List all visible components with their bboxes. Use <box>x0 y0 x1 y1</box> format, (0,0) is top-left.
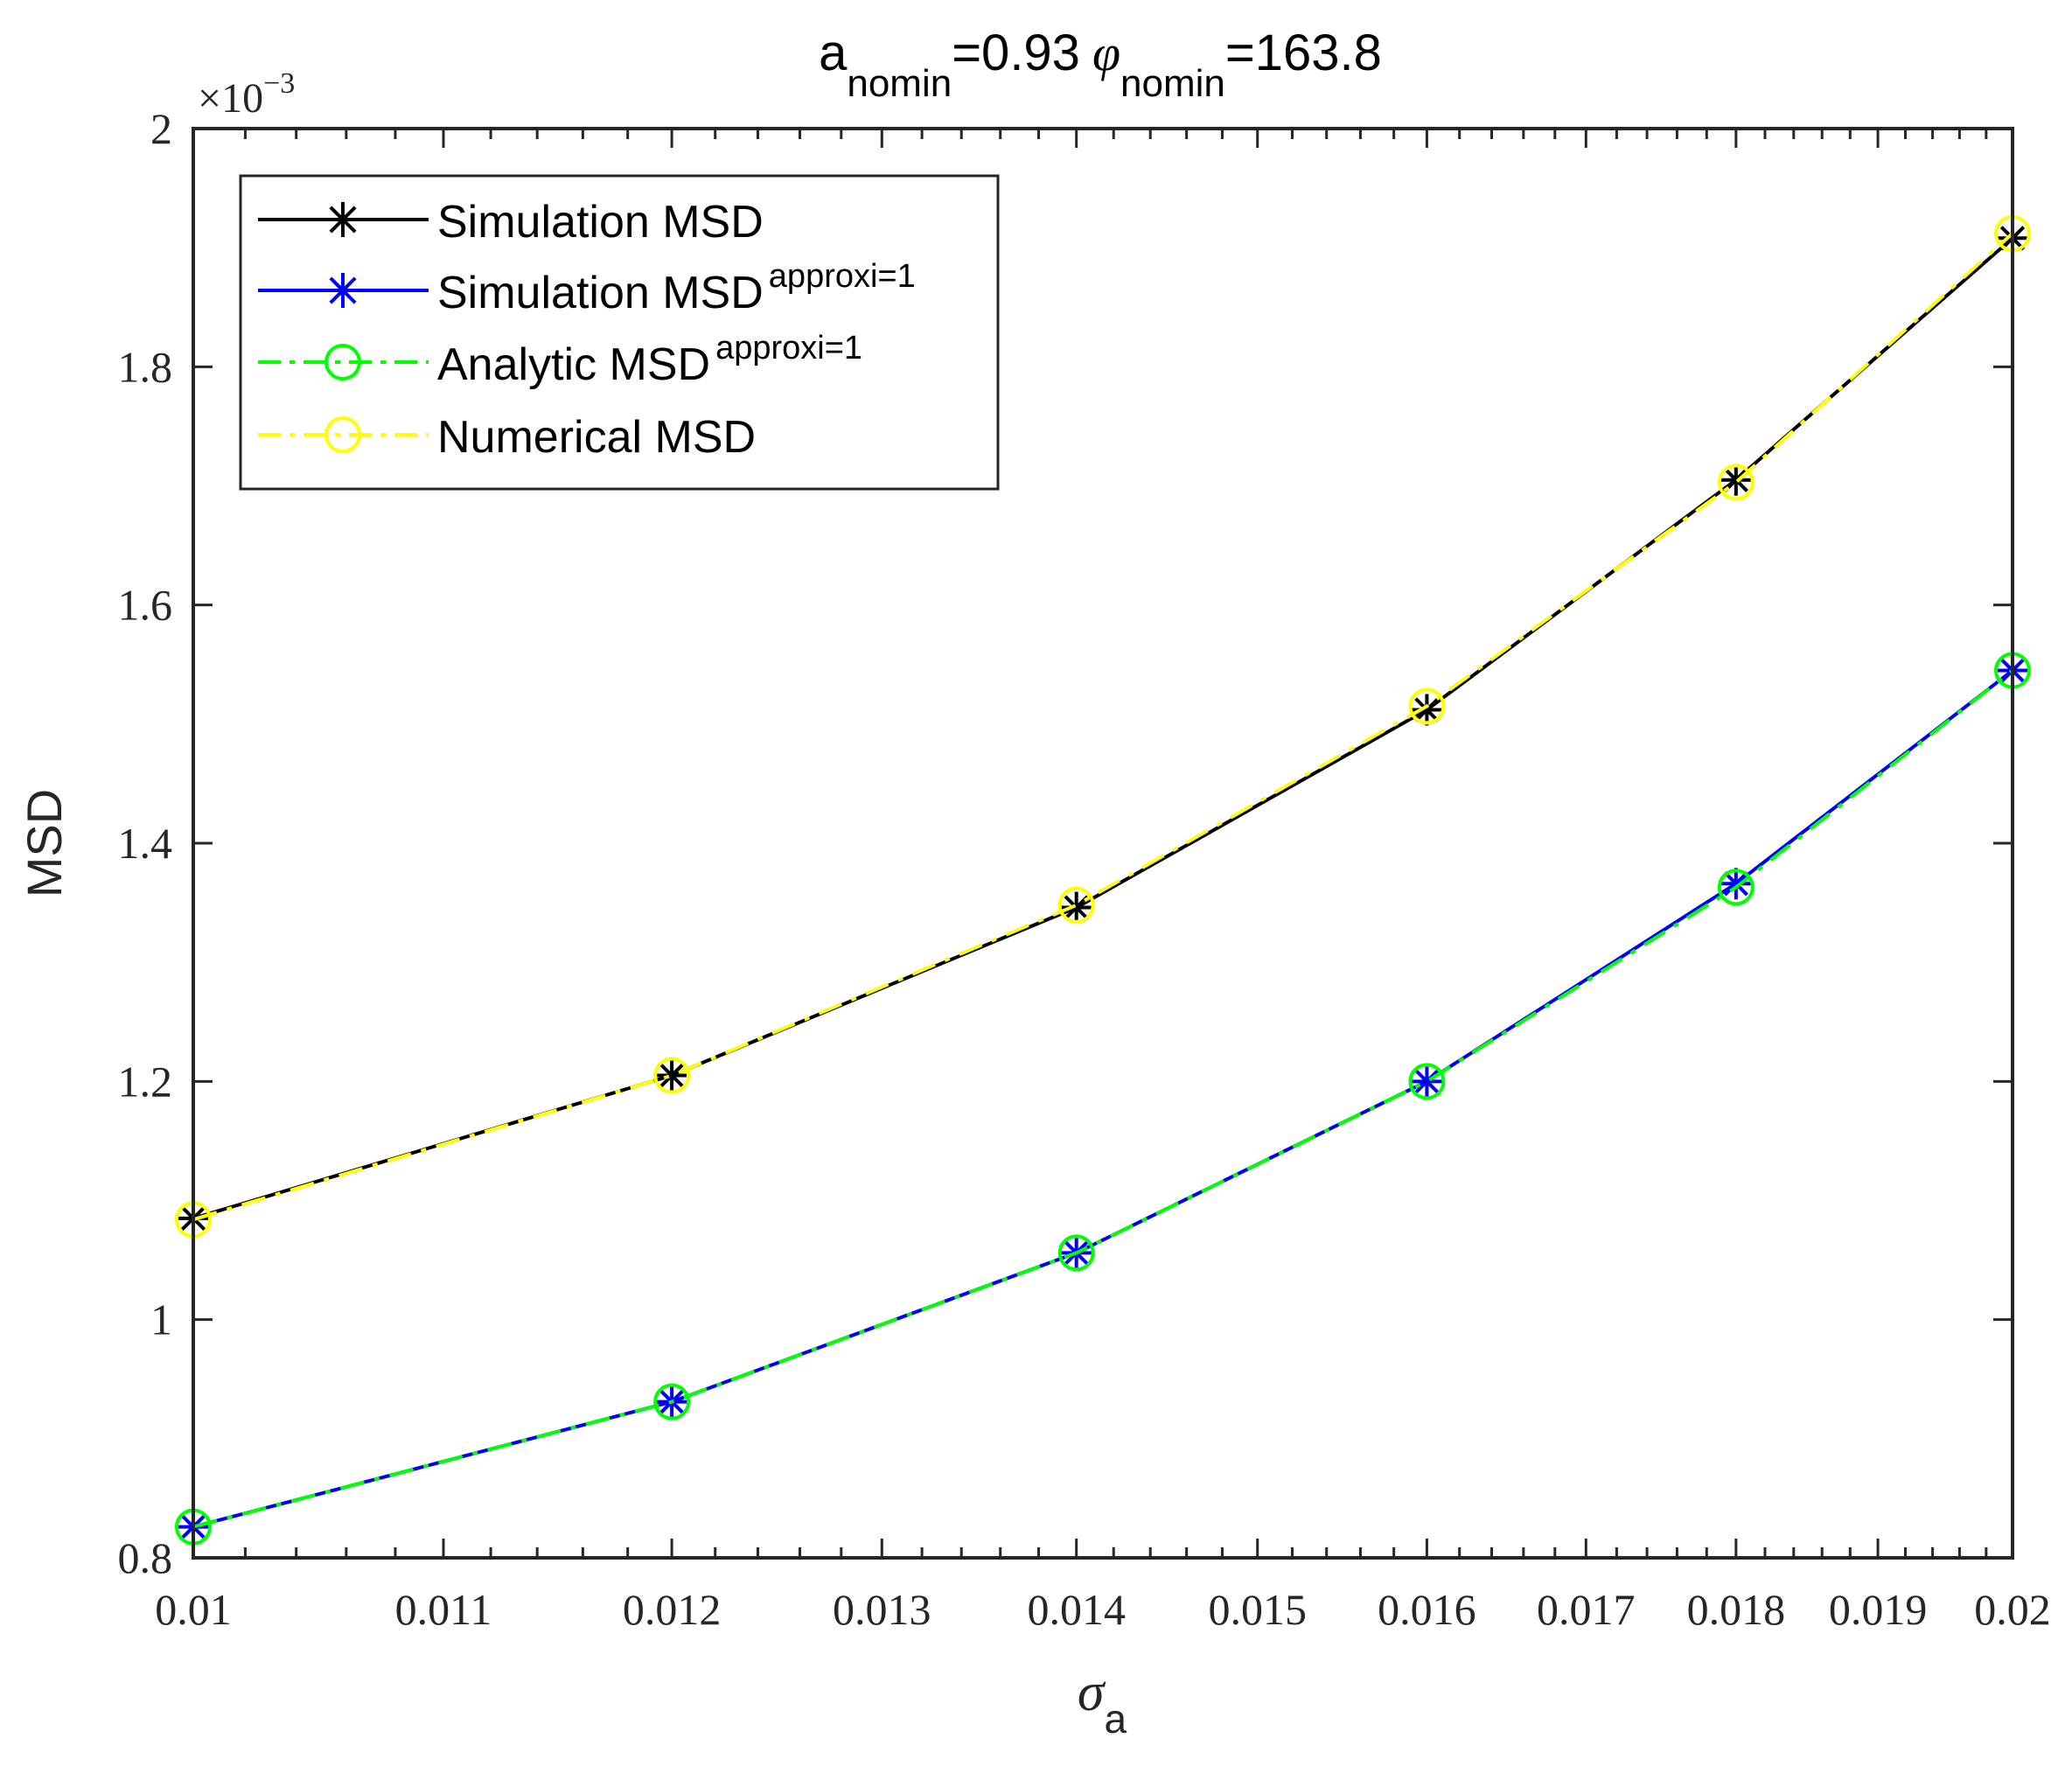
x-tick-label: 0.01 <box>155 1585 232 1634</box>
y-tick-label: 1.4 <box>118 819 173 868</box>
x-axis-label: σa <box>1078 1663 1127 1742</box>
legend-label: Numerical MSD <box>437 412 756 463</box>
chart-title: anomin=0.93 φnomin=163.8 <box>819 24 1382 105</box>
x-tick-label: 0.015 <box>1208 1585 1307 1634</box>
y-tick-label: 1.8 <box>118 342 173 391</box>
y-tick-label: 1 <box>150 1295 172 1344</box>
legend-item: Simulation MSD approxi=1 <box>258 258 916 318</box>
y-exponent-label: ×10−3 <box>198 67 295 122</box>
series-simulation-msd-approx <box>178 654 2028 1543</box>
series-analytic-msd-approx <box>175 652 2031 1546</box>
y-tick-labels: 0.8 1 1.2 1.4 1.6 1.8 2 <box>118 104 173 1582</box>
plot-lines <box>175 214 2031 1546</box>
x-tick-label: 0.018 <box>1687 1585 1786 1634</box>
legend-item: Numerical MSD <box>258 412 756 463</box>
x-tick-label: 0.02 <box>1974 1585 2051 1634</box>
y-tick-label: 1.2 <box>118 1057 173 1106</box>
x-tick-label: 0.011 <box>395 1585 492 1634</box>
y-tick-label: 2 <box>150 104 172 153</box>
y-tick-label: 0.8 <box>118 1533 173 1582</box>
x-tick-label: 0.012 <box>623 1585 722 1634</box>
legend: Simulation MSD Simulation MSD approxi=1 Ana… <box>239 174 1000 491</box>
y-axis-label: MSD <box>17 789 72 897</box>
x-tick-label: 0.017 <box>1537 1585 1636 1634</box>
y-axis-ticks <box>193 127 2013 1560</box>
x-tick-label: 0.019 <box>1829 1585 1928 1634</box>
x-tick-label: 0.014 <box>1027 1585 1126 1634</box>
x-tick-label: 0.016 <box>1378 1585 1476 1634</box>
x-axis-ticks <box>192 129 2014 1558</box>
legend-box <box>239 174 1000 491</box>
legend-label: Analytic MSD approxi=1 <box>437 330 862 390</box>
legend-item: Analytic MSD approxi=1 <box>258 330 862 390</box>
legend-item: Simulation MSD <box>258 197 764 248</box>
legend-label: Simulation MSD <box>437 197 764 248</box>
y-tick-label: 1.6 <box>118 581 173 630</box>
x-tick-label: 0.013 <box>833 1585 931 1634</box>
x-tick-labels: 0.01 0.011 0.012 0.013 0.014 0.015 0.016 0.017 0… <box>155 1585 2051 1634</box>
legend-label: Simulation MSD approxi=1 <box>437 258 916 318</box>
